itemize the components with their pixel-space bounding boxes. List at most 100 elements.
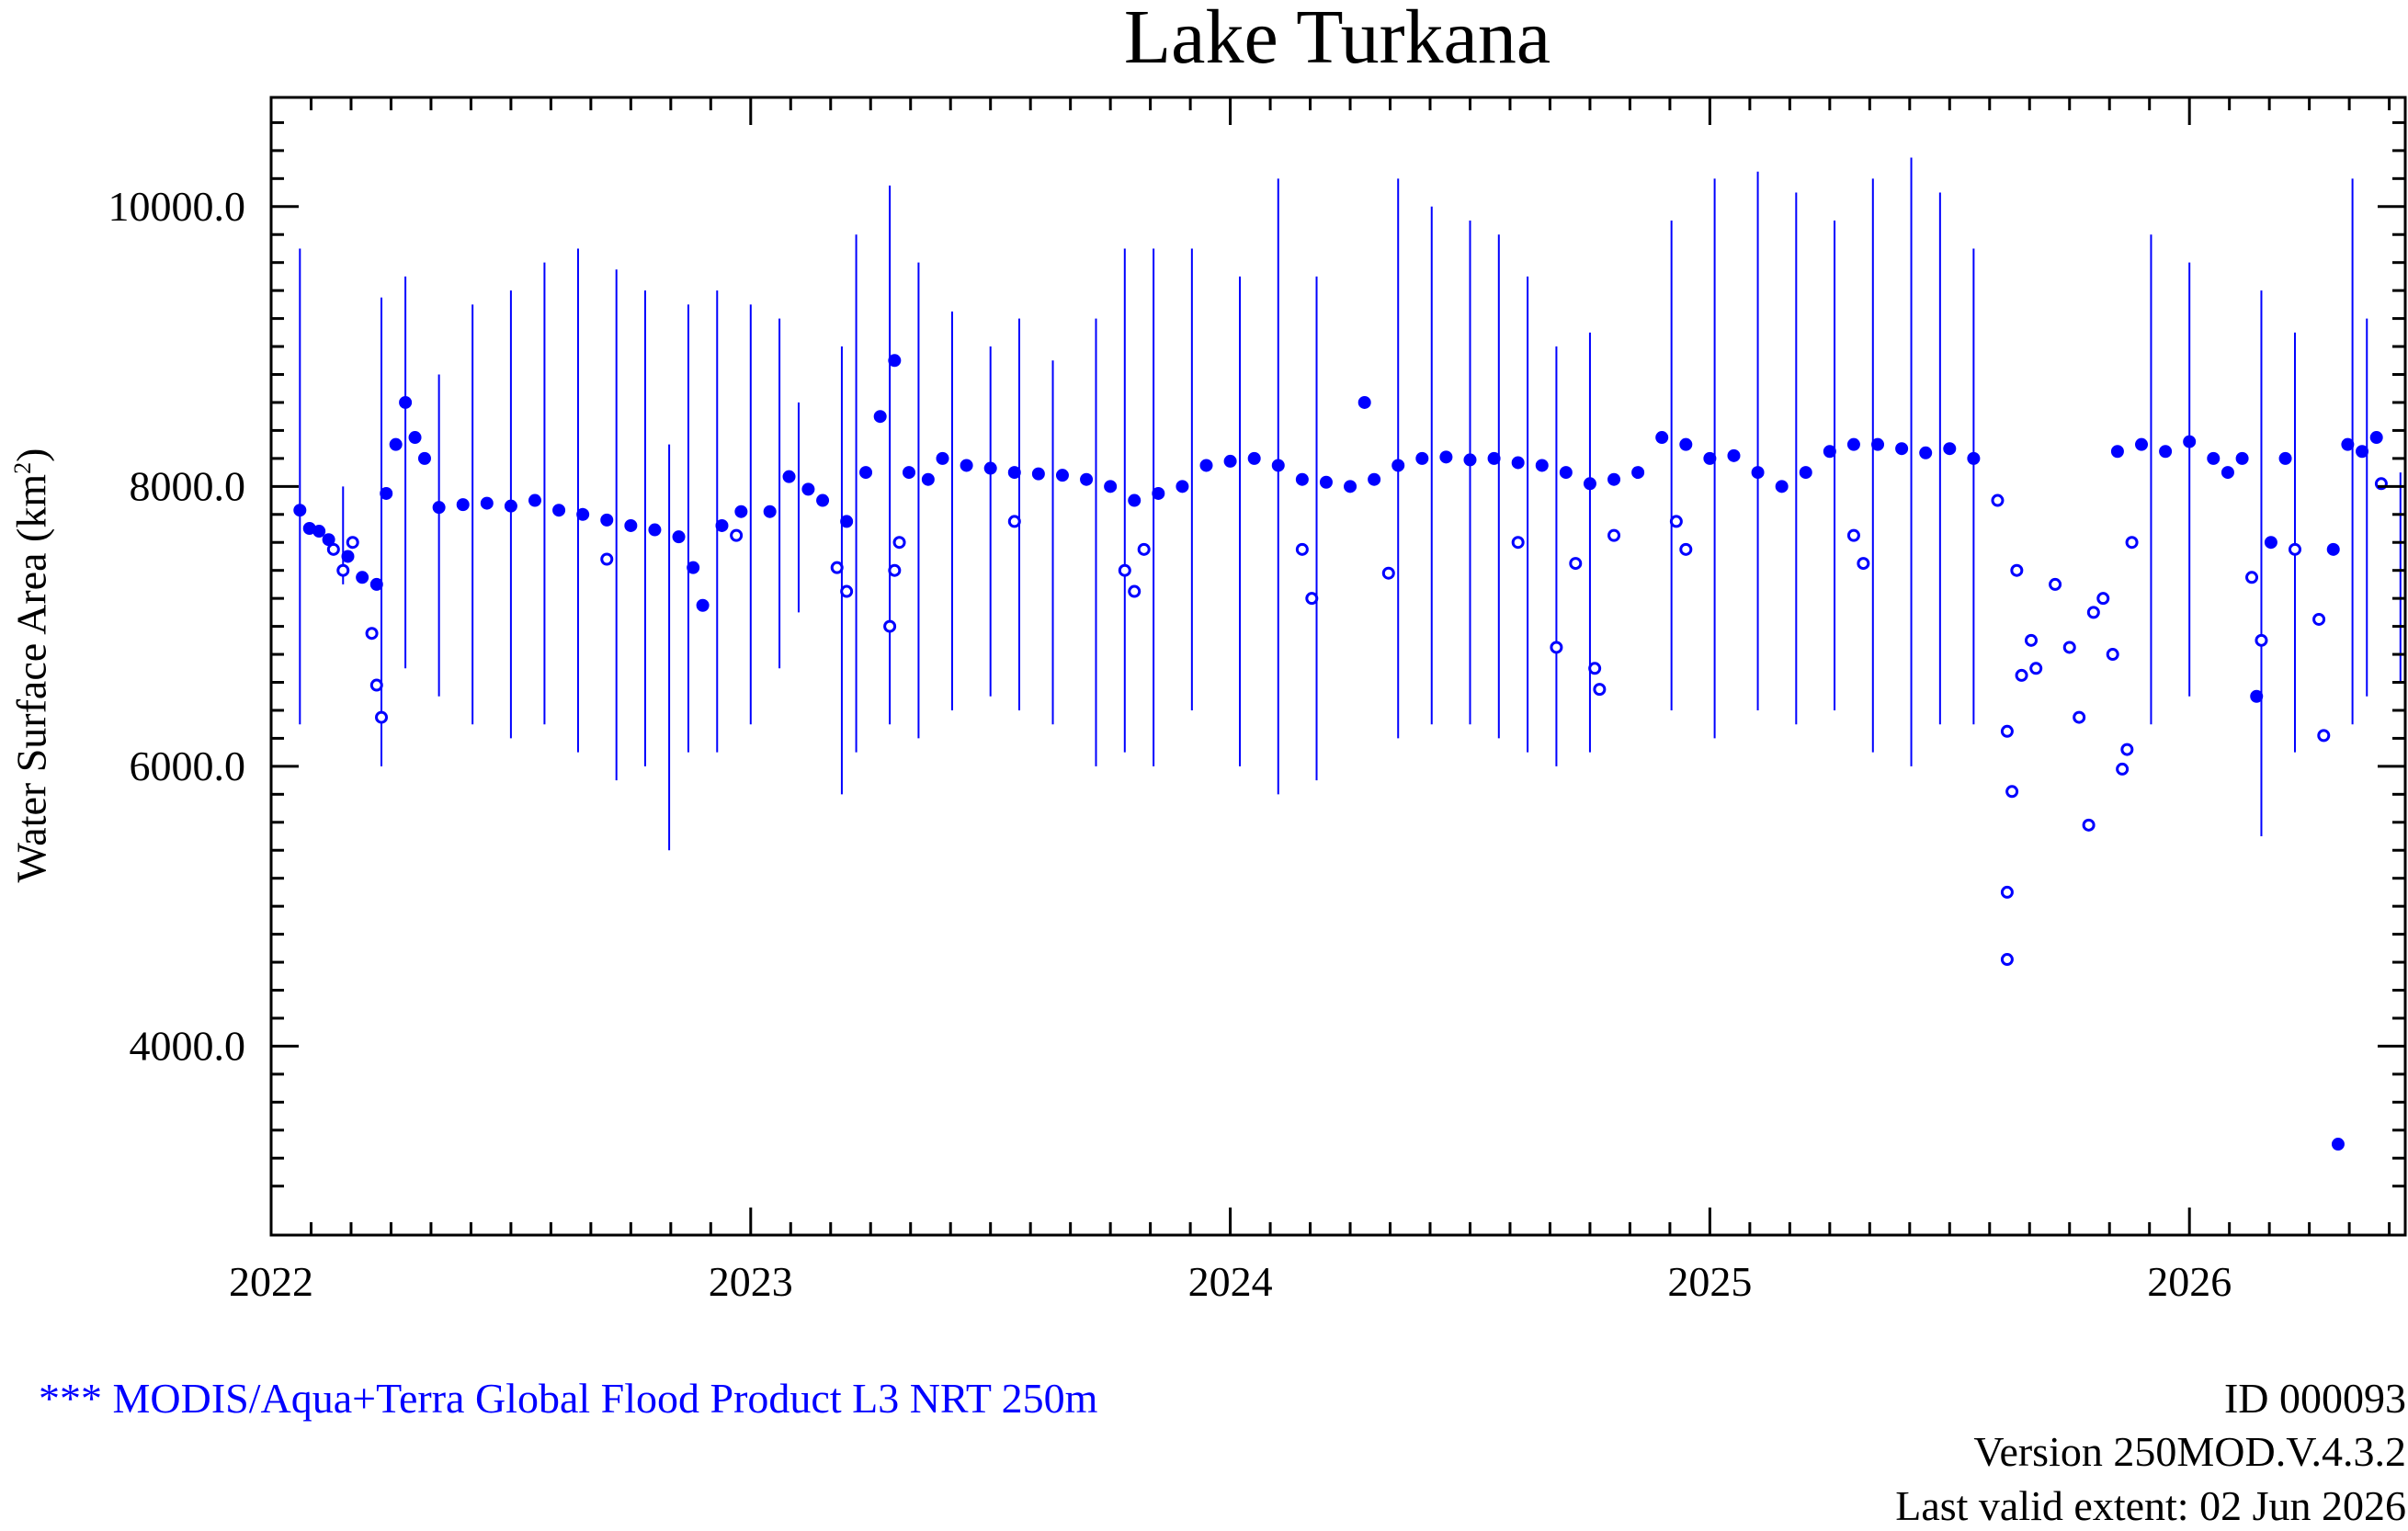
point-filled-10 (408, 431, 422, 445)
point-filled-0 (293, 504, 307, 517)
point-open-43 (2086, 606, 2100, 619)
point-open-16 (1137, 542, 1151, 556)
point-filled-14 (480, 496, 494, 510)
point-filled-95 (2369, 431, 2383, 445)
point-filled-47 (1176, 480, 1189, 493)
point-open-53 (2317, 729, 2331, 743)
point-filled-15 (504, 499, 517, 513)
point-open-26 (1669, 515, 1683, 528)
point-filled-64 (1559, 466, 1573, 480)
point-filled-31 (840, 515, 854, 528)
point-filled-85 (2183, 435, 2197, 448)
point-open-31 (2000, 724, 2014, 738)
point-open-34 (2000, 953, 2014, 967)
point-filled-49 (1223, 454, 1237, 468)
point-filled-12 (432, 501, 446, 515)
y-tick-label-1: 6000.0 (130, 743, 246, 789)
point-open-3 (365, 627, 379, 641)
point-open-42 (2082, 818, 2096, 832)
point-filled-90 (2264, 536, 2277, 550)
point-open-0 (326, 542, 340, 556)
point-open-25 (1607, 528, 1621, 542)
point-filled-42 (1055, 469, 1069, 482)
point-filled-93 (2341, 437, 2355, 451)
point-filled-32 (859, 466, 873, 480)
point-open-32 (2005, 785, 2019, 799)
point-open-24 (1593, 683, 1607, 697)
point-open-12 (892, 536, 906, 550)
point-filled-68 (1655, 431, 1669, 445)
point-open-17 (1295, 542, 1309, 556)
point-filled-58 (1415, 451, 1429, 465)
point-filled-94 (2356, 445, 2369, 459)
point-open-49 (2245, 571, 2259, 584)
chart-title: Lake Turkana (1123, 0, 1551, 80)
point-filled-28 (782, 470, 796, 483)
point-filled-4 (341, 550, 355, 563)
point-filled-81 (1967, 451, 1981, 465)
point-open-52 (2312, 612, 2326, 626)
point-filled-78 (1895, 442, 1909, 456)
point-open-28 (1846, 528, 1860, 542)
point-filled-41 (1031, 467, 1045, 481)
point-open-30 (1991, 493, 2005, 507)
point-filled-13 (456, 498, 470, 512)
point-filled-39 (983, 461, 997, 475)
point-open-40 (2062, 641, 2076, 654)
point-open-44 (2096, 592, 2110, 606)
point-open-27 (1679, 542, 1693, 556)
point-open-41 (2073, 710, 2086, 724)
point-open-36 (2015, 668, 2028, 682)
point-filled-83 (2135, 437, 2149, 451)
point-filled-57 (1391, 459, 1405, 472)
point-filled-46 (1152, 486, 1165, 500)
point-open-47 (2120, 743, 2134, 756)
point-filled-25 (715, 518, 729, 532)
point-filled-8 (389, 437, 403, 451)
y-tick-label-3: 10000.0 (108, 183, 246, 230)
point-open-35 (2010, 563, 2024, 577)
point-filled-91 (2278, 451, 2292, 465)
point-open-22 (1569, 557, 1583, 571)
point-filled-30 (816, 493, 830, 507)
point-open-6 (600, 552, 614, 566)
point-open-8 (830, 561, 844, 574)
point-filled-65 (1583, 477, 1596, 491)
point-filled-67 (1631, 466, 1645, 480)
point-filled-18 (576, 507, 590, 521)
point-filled-20 (624, 518, 638, 532)
point-filled-76 (1846, 437, 1860, 451)
point-open-29 (1857, 557, 1870, 571)
point-filled-36 (921, 472, 935, 486)
point-filled-53 (1319, 475, 1333, 489)
point-filled-5 (356, 571, 369, 584)
point-open-9 (840, 584, 854, 598)
point-open-5 (375, 710, 389, 724)
point-filled-29 (801, 482, 815, 496)
point-filled-3 (322, 533, 335, 547)
point-filled-60 (1463, 453, 1477, 467)
data-points (293, 354, 2388, 1151)
point-filled-24 (696, 598, 710, 612)
point-filled-43 (1080, 472, 1094, 486)
point-filled-63 (1535, 459, 1549, 472)
last-valid-label: Last valid extent: 02 Jun 2026 (1895, 1482, 2406, 1529)
point-open-10 (883, 619, 897, 633)
point-filled-86 (2207, 451, 2221, 465)
point-filled-88 (2235, 451, 2249, 465)
point-open-46 (2116, 762, 2130, 776)
point-open-50 (2255, 633, 2268, 647)
point-filled-56 (1368, 472, 1381, 486)
point-filled-96 (2331, 1138, 2345, 1151)
point-open-23 (1588, 662, 1602, 675)
x-tick-label-0: 2022 (229, 1258, 313, 1305)
point-filled-55 (1357, 395, 1371, 409)
point-filled-92 (2326, 542, 2340, 556)
point-open-15 (1128, 584, 1142, 598)
point-filled-62 (1511, 456, 1525, 470)
point-filled-70 (1703, 451, 1717, 465)
point-filled-2 (312, 525, 326, 539)
point-open-18 (1305, 592, 1319, 606)
point-filled-6 (369, 577, 383, 591)
